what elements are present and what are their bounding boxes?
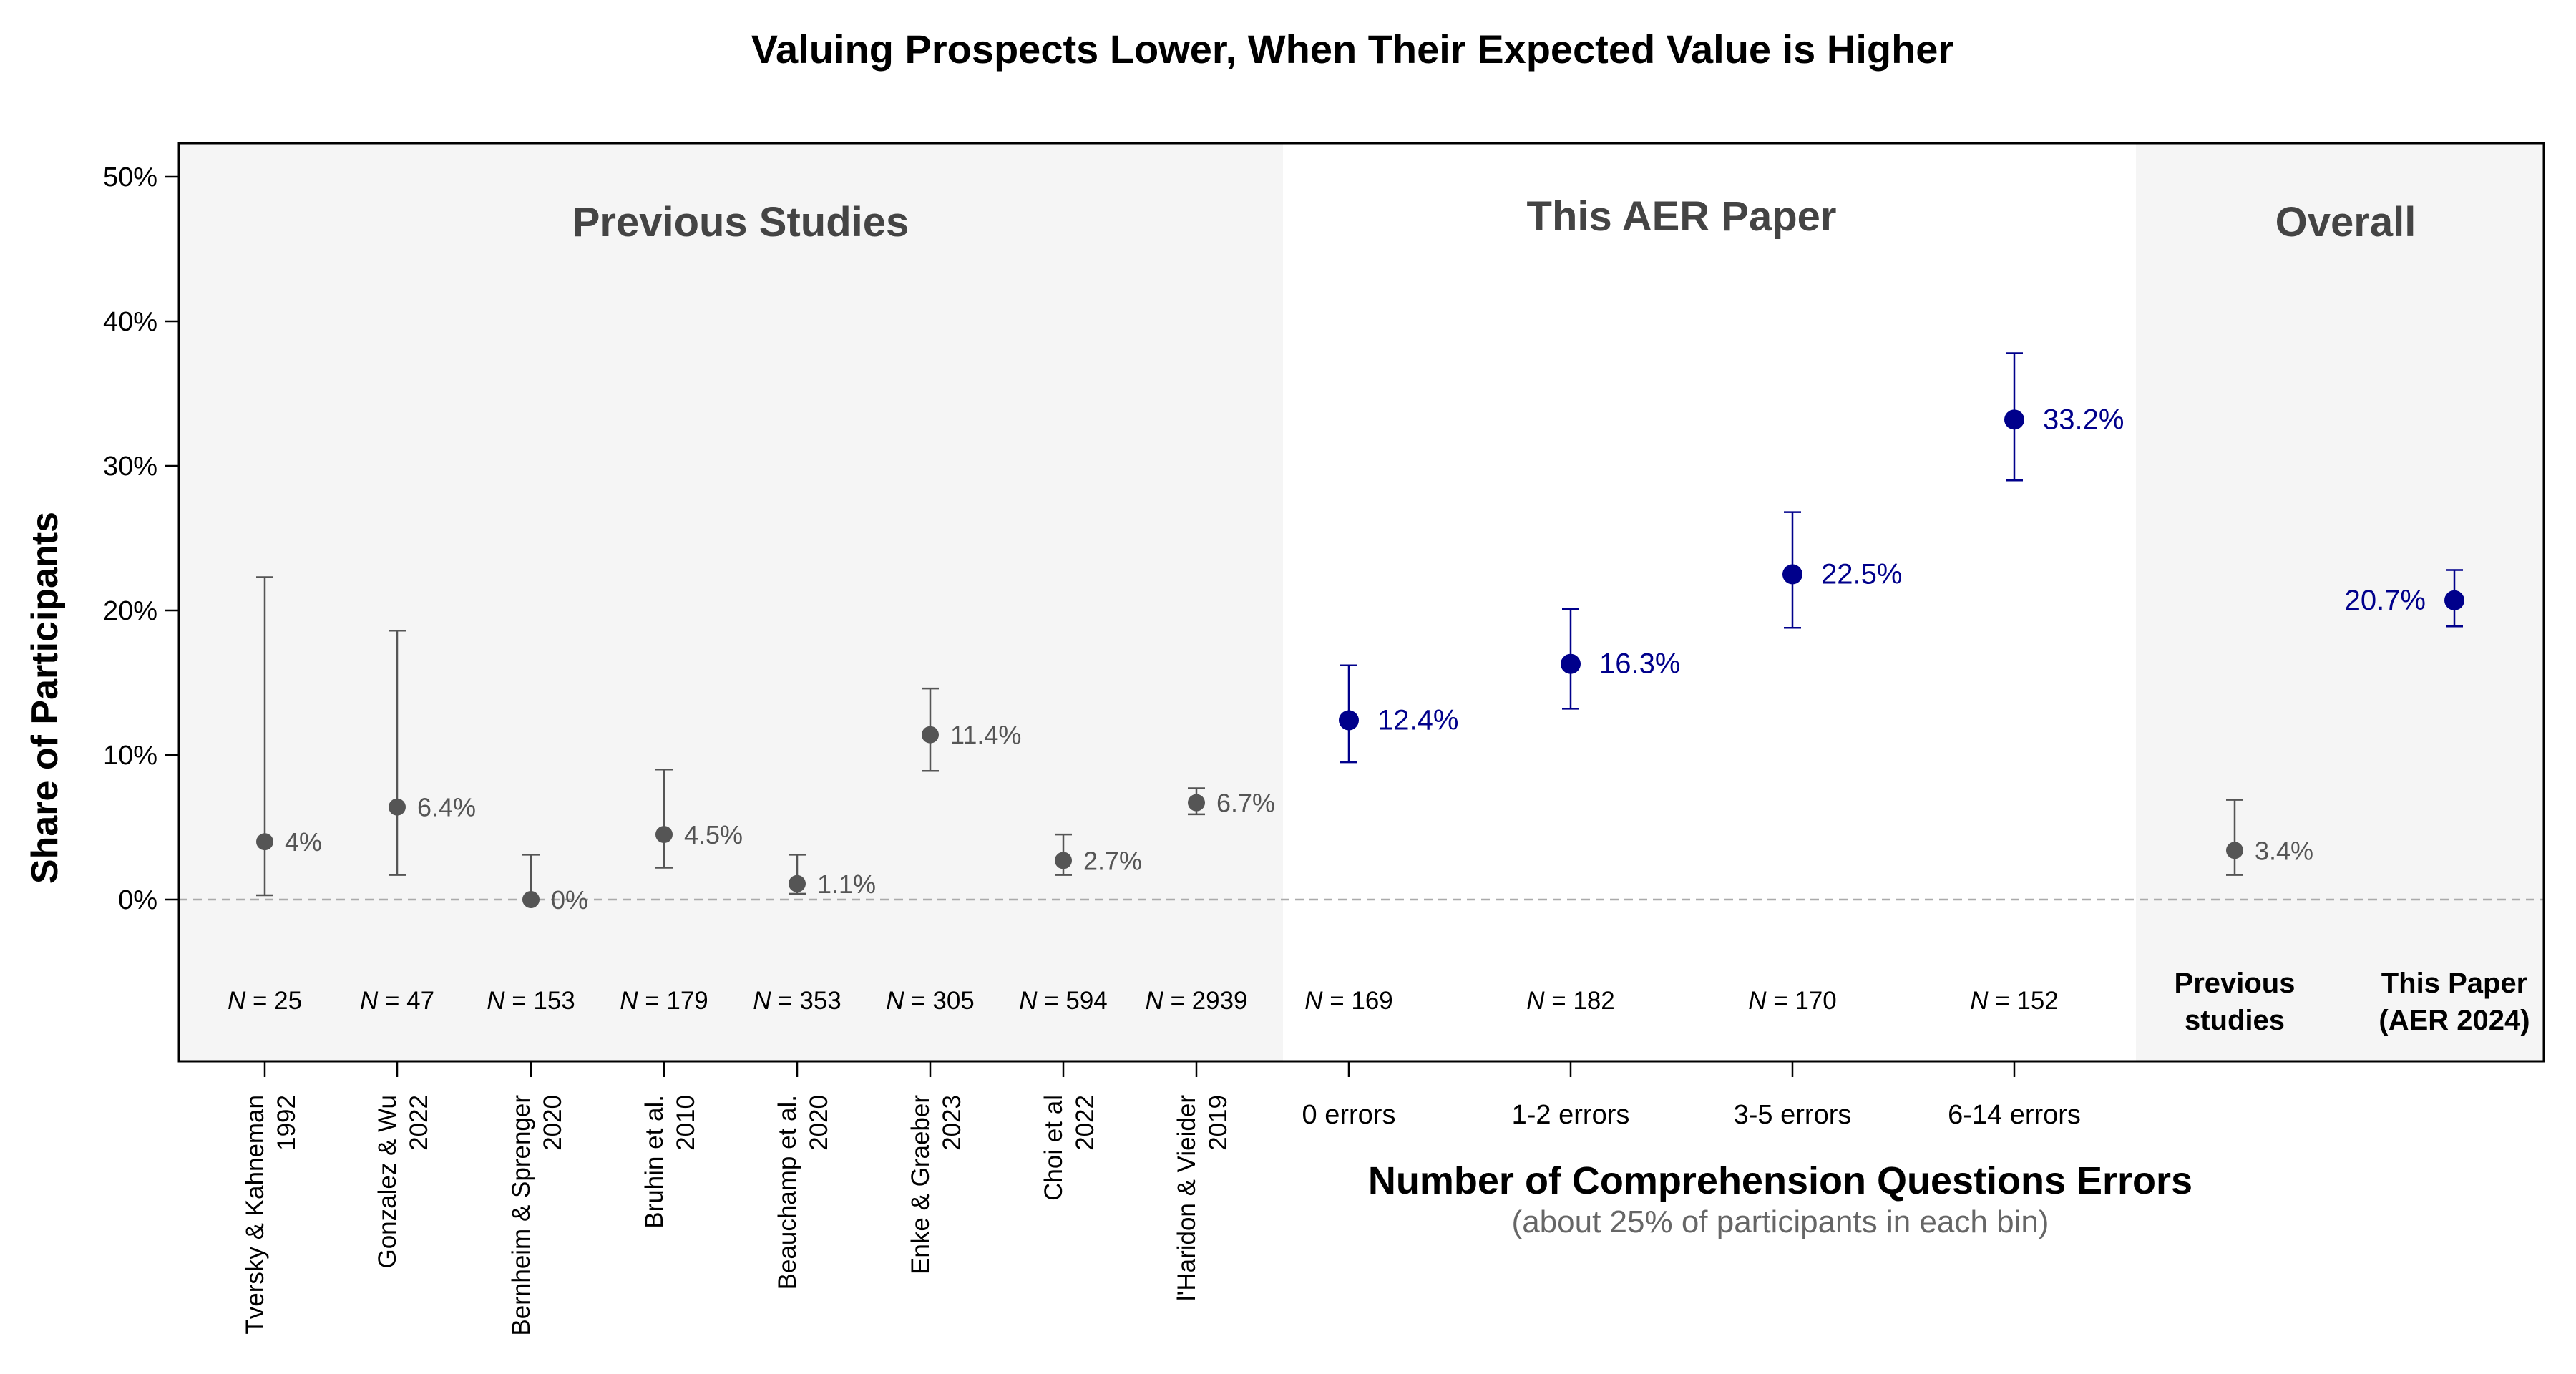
data-point <box>789 874 806 892</box>
data-point <box>256 833 273 851</box>
sample-size-label: N = 25 <box>228 987 302 1015</box>
y-tick-label: 30% <box>103 452 157 482</box>
panel-background <box>179 143 1283 1061</box>
overall-group-label: This Paper <box>2381 968 2528 999</box>
sample-size-label: N = 179 <box>620 987 708 1015</box>
x-tick-label: 2020 <box>805 1095 833 1151</box>
x-tick-label: 2022 <box>405 1095 433 1151</box>
x-tick-label: 2022 <box>1071 1095 1099 1151</box>
x-tick-label: 1992 <box>273 1095 301 1151</box>
sample-size-label: N = 169 <box>1304 987 1393 1015</box>
x-tick-label: Choi et al <box>1040 1095 1068 1201</box>
x-tick-label: 2020 <box>539 1095 567 1151</box>
x-tick-label: Enke & Graeber <box>907 1095 935 1275</box>
data-point <box>2004 409 2024 430</box>
data-point <box>1561 653 1581 674</box>
sample-size-label: N = 47 <box>360 987 434 1015</box>
data-label: 20.7% <box>2345 585 2426 616</box>
data-label: 6.7% <box>1216 789 1275 818</box>
chart-title: Valuing Prospects Lower, When Their Expe… <box>751 26 1953 72</box>
x-axis-sublabel: (about 25% of participants in each bin) <box>1512 1204 2049 1239</box>
data-label: 4.5% <box>684 820 743 849</box>
y-tick-label: 0% <box>118 885 157 915</box>
data-label: 11.4% <box>950 721 1021 750</box>
sample-size-label: N = 594 <box>1019 987 1108 1015</box>
x-tick-label: l'Haridon & Vieider <box>1173 1095 1201 1301</box>
data-point <box>1188 794 1205 812</box>
x-tick-label: 2010 <box>672 1095 700 1151</box>
data-point <box>2226 842 2243 859</box>
panel-background <box>2136 143 2544 1061</box>
y-tick-label: 20% <box>103 596 157 626</box>
sample-size-label: N = 182 <box>1526 987 1615 1015</box>
data-label: 4% <box>285 827 322 857</box>
x-tick-label: 2023 <box>938 1095 966 1151</box>
x-tick-label: 1-2 errors <box>1512 1100 1630 1130</box>
x-tick-label: 3-5 errors <box>1734 1100 1852 1130</box>
data-label: 3.4% <box>2255 836 2313 865</box>
sample-size-label: N = 170 <box>1748 987 1837 1015</box>
panel-title: Previous Studies <box>572 199 909 245</box>
x-tick-label: 2019 <box>1204 1095 1232 1151</box>
x-tick-label: Tversky & Kahneman <box>241 1095 269 1335</box>
overall-group-label: studies <box>2185 1005 2285 1036</box>
data-label: 16.3% <box>1599 648 1680 680</box>
data-label: 1.1% <box>817 869 876 899</box>
data-point <box>1782 564 1802 585</box>
y-tick-label: 40% <box>103 307 157 337</box>
data-point <box>655 826 673 844</box>
data-point <box>2444 590 2464 610</box>
data-point <box>1339 710 1359 731</box>
x-tick-label: Bernheim & Sprenger <box>507 1095 535 1336</box>
sample-size-label: N = 153 <box>487 987 575 1015</box>
x-tick-label: Bruhin et al. <box>640 1095 668 1229</box>
y-axis-label: Share of Participants <box>24 512 66 884</box>
x-axis-label: Number of Comprehension Questions Errors <box>1368 1159 2192 1202</box>
panel-title: Overall <box>2275 199 2416 245</box>
data-label: 12.4% <box>1377 705 1458 736</box>
data-point <box>922 726 939 744</box>
panel-title: This AER Paper <box>1527 193 1837 240</box>
data-label: 2.7% <box>1083 846 1142 875</box>
data-point <box>522 891 540 908</box>
plot-frame <box>177 142 2545 1063</box>
data-label: 6.4% <box>417 793 476 822</box>
x-tick-label: Beauchamp et al. <box>774 1095 801 1290</box>
sample-size-label: N = 353 <box>753 987 841 1015</box>
y-tick-label: 50% <box>103 162 157 193</box>
sample-size-label: N = 152 <box>1970 987 2059 1015</box>
x-tick-label: 6-14 errors <box>1948 1100 2081 1130</box>
data-point <box>1055 852 1072 869</box>
data-label: 33.2% <box>2043 404 2124 435</box>
data-label: 22.5% <box>1821 559 1902 590</box>
x-tick-label: 0 errors <box>1302 1100 1396 1130</box>
overall-group-label: (AER 2024) <box>2379 1005 2529 1036</box>
data-point <box>389 798 406 816</box>
sample-size-label: N = 305 <box>886 987 975 1015</box>
overall-group-label: Previous <box>2175 968 2296 999</box>
sample-size-label: N = 2939 <box>1145 987 1247 1015</box>
data-label: 0% <box>551 885 588 915</box>
y-tick-label: 10% <box>103 741 157 771</box>
x-tick-label: Gonzalez & Wu <box>374 1095 401 1269</box>
